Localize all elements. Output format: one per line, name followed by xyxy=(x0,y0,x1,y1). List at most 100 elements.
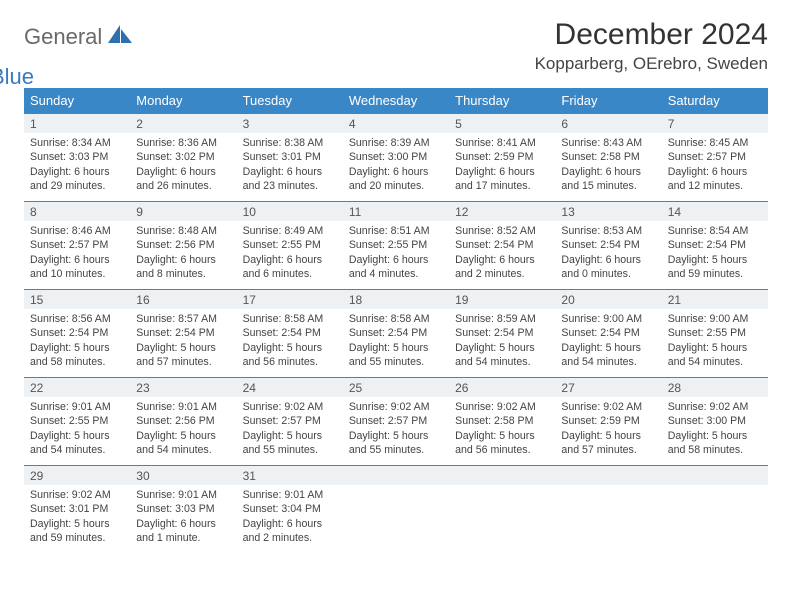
daylight-text-2: and 12 minutes. xyxy=(668,179,762,193)
day-info: Sunrise: 9:01 AMSunset: 3:04 PMDaylight:… xyxy=(237,485,343,549)
daylight-text-2: and 54 minutes. xyxy=(668,355,762,369)
day-info: Sunrise: 8:57 AMSunset: 2:54 PMDaylight:… xyxy=(130,309,236,373)
day-info: Sunrise: 9:01 AMSunset: 2:55 PMDaylight:… xyxy=(24,397,130,461)
daylight-text-1: Daylight: 5 hours xyxy=(455,429,549,443)
sunrise-text: Sunrise: 9:00 AM xyxy=(668,312,762,326)
day-info: Sunrise: 8:39 AMSunset: 3:00 PMDaylight:… xyxy=(343,133,449,197)
daylight-text-2: and 17 minutes. xyxy=(455,179,549,193)
sunset-text: Sunset: 2:56 PM xyxy=(136,238,230,252)
daylight-text-1: Daylight: 5 hours xyxy=(668,429,762,443)
page-title: December 2024 xyxy=(535,18,768,52)
calendar-cell: 7Sunrise: 8:45 AMSunset: 2:57 PMDaylight… xyxy=(662,114,768,202)
sunrise-text: Sunrise: 8:51 AM xyxy=(349,224,443,238)
sunset-text: Sunset: 3:00 PM xyxy=(668,414,762,428)
sunset-text: Sunset: 2:59 PM xyxy=(455,150,549,164)
day-number: 26 xyxy=(449,378,555,397)
daylight-text-2: and 57 minutes. xyxy=(561,443,655,457)
day-info: Sunrise: 8:43 AMSunset: 2:58 PMDaylight:… xyxy=(555,133,661,197)
day-number: 21 xyxy=(662,290,768,309)
calendar-cell: 9Sunrise: 8:48 AMSunset: 2:56 PMDaylight… xyxy=(130,202,236,290)
day-info: Sunrise: 8:49 AMSunset: 2:55 PMDaylight:… xyxy=(237,221,343,285)
day-number: 7 xyxy=(662,114,768,133)
daylight-text-2: and 26 minutes. xyxy=(136,179,230,193)
day-number: 3 xyxy=(237,114,343,133)
empty-day-number xyxy=(343,466,449,485)
daylight-text-1: Daylight: 5 hours xyxy=(561,429,655,443)
day-info: Sunrise: 8:54 AMSunset: 2:54 PMDaylight:… xyxy=(662,221,768,285)
calendar-cell: 8Sunrise: 8:46 AMSunset: 2:57 PMDaylight… xyxy=(24,202,130,290)
sunset-text: Sunset: 3:01 PM xyxy=(243,150,337,164)
calendar-cell: 4Sunrise: 8:39 AMSunset: 3:00 PMDaylight… xyxy=(343,114,449,202)
sunset-text: Sunset: 2:54 PM xyxy=(30,326,124,340)
daylight-text-2: and 56 minutes. xyxy=(455,443,549,457)
daylight-text-2: and 55 minutes. xyxy=(243,443,337,457)
day-info: Sunrise: 8:36 AMSunset: 3:02 PMDaylight:… xyxy=(130,133,236,197)
day-number: 31 xyxy=(237,466,343,485)
daylight-text-1: Daylight: 5 hours xyxy=(136,341,230,355)
daylight-text-2: and 1 minute. xyxy=(136,531,230,545)
sunset-text: Sunset: 2:54 PM xyxy=(455,326,549,340)
daylight-text-1: Daylight: 6 hours xyxy=(561,253,655,267)
sunrise-text: Sunrise: 8:57 AM xyxy=(136,312,230,326)
daylight-text-2: and 56 minutes. xyxy=(243,355,337,369)
sunset-text: Sunset: 2:55 PM xyxy=(243,238,337,252)
daylight-text-1: Daylight: 6 hours xyxy=(243,517,337,531)
day-info: Sunrise: 8:58 AMSunset: 2:54 PMDaylight:… xyxy=(343,309,449,373)
weekday-header: Tuesday xyxy=(237,88,343,114)
calendar-row: 29Sunrise: 9:02 AMSunset: 3:01 PMDayligh… xyxy=(24,466,768,554)
daylight-text-1: Daylight: 5 hours xyxy=(136,429,230,443)
daylight-text-1: Daylight: 5 hours xyxy=(349,341,443,355)
calendar-cell: 15Sunrise: 8:56 AMSunset: 2:54 PMDayligh… xyxy=(24,290,130,378)
daylight-text-1: Daylight: 6 hours xyxy=(455,165,549,179)
day-info: Sunrise: 8:53 AMSunset: 2:54 PMDaylight:… xyxy=(555,221,661,285)
sunset-text: Sunset: 2:55 PM xyxy=(30,414,124,428)
daylight-text-2: and 2 minutes. xyxy=(243,531,337,545)
day-number: 5 xyxy=(449,114,555,133)
day-number: 6 xyxy=(555,114,661,133)
logo-sail-icon xyxy=(107,24,133,44)
sunrise-text: Sunrise: 9:01 AM xyxy=(136,400,230,414)
sunrise-text: Sunrise: 9:02 AM xyxy=(561,400,655,414)
sunrise-text: Sunrise: 9:02 AM xyxy=(455,400,549,414)
sunset-text: Sunset: 2:54 PM xyxy=(561,326,655,340)
logo: General Blue xyxy=(24,18,133,76)
day-info: Sunrise: 8:58 AMSunset: 2:54 PMDaylight:… xyxy=(237,309,343,373)
day-number: 29 xyxy=(24,466,130,485)
day-info: Sunrise: 9:02 AMSunset: 2:59 PMDaylight:… xyxy=(555,397,661,461)
calendar-cell: 25Sunrise: 9:02 AMSunset: 2:57 PMDayligh… xyxy=(343,378,449,466)
sunset-text: Sunset: 3:03 PM xyxy=(30,150,124,164)
daylight-text-2: and 58 minutes. xyxy=(668,443,762,457)
sunrise-text: Sunrise: 8:53 AM xyxy=(561,224,655,238)
sunrise-text: Sunrise: 8:38 AM xyxy=(243,136,337,150)
weekday-header-row: SundayMondayTuesdayWednesdayThursdayFrid… xyxy=(24,88,768,114)
sunrise-text: Sunrise: 8:56 AM xyxy=(30,312,124,326)
day-number: 25 xyxy=(343,378,449,397)
empty-day-number xyxy=(449,466,555,485)
weekday-header: Wednesday xyxy=(343,88,449,114)
daylight-text-2: and 54 minutes. xyxy=(561,355,655,369)
calendar-row: 22Sunrise: 9:01 AMSunset: 2:55 PMDayligh… xyxy=(24,378,768,466)
daylight-text-1: Daylight: 6 hours xyxy=(30,165,124,179)
daylight-text-2: and 20 minutes. xyxy=(349,179,443,193)
sunset-text: Sunset: 2:58 PM xyxy=(561,150,655,164)
day-number: 13 xyxy=(555,202,661,221)
calendar-cell xyxy=(449,466,555,554)
sunrise-text: Sunrise: 8:45 AM xyxy=(668,136,762,150)
logo-text-1: General xyxy=(24,24,102,49)
sunset-text: Sunset: 2:55 PM xyxy=(349,238,443,252)
sunrise-text: Sunrise: 8:46 AM xyxy=(30,224,124,238)
day-number: 23 xyxy=(130,378,236,397)
sunset-text: Sunset: 2:54 PM xyxy=(136,326,230,340)
day-info: Sunrise: 9:00 AMSunset: 2:54 PMDaylight:… xyxy=(555,309,661,373)
daylight-text-1: Daylight: 6 hours xyxy=(561,165,655,179)
calendar-cell xyxy=(343,466,449,554)
calendar-cell: 23Sunrise: 9:01 AMSunset: 2:56 PMDayligh… xyxy=(130,378,236,466)
sunset-text: Sunset: 2:54 PM xyxy=(561,238,655,252)
weekday-header: Saturday xyxy=(662,88,768,114)
daylight-text-2: and 54 minutes. xyxy=(136,443,230,457)
day-info: Sunrise: 8:59 AMSunset: 2:54 PMDaylight:… xyxy=(449,309,555,373)
day-number: 27 xyxy=(555,378,661,397)
day-info: Sunrise: 8:34 AMSunset: 3:03 PMDaylight:… xyxy=(24,133,130,197)
calendar-cell: 24Sunrise: 9:02 AMSunset: 2:57 PMDayligh… xyxy=(237,378,343,466)
calendar-cell: 17Sunrise: 8:58 AMSunset: 2:54 PMDayligh… xyxy=(237,290,343,378)
